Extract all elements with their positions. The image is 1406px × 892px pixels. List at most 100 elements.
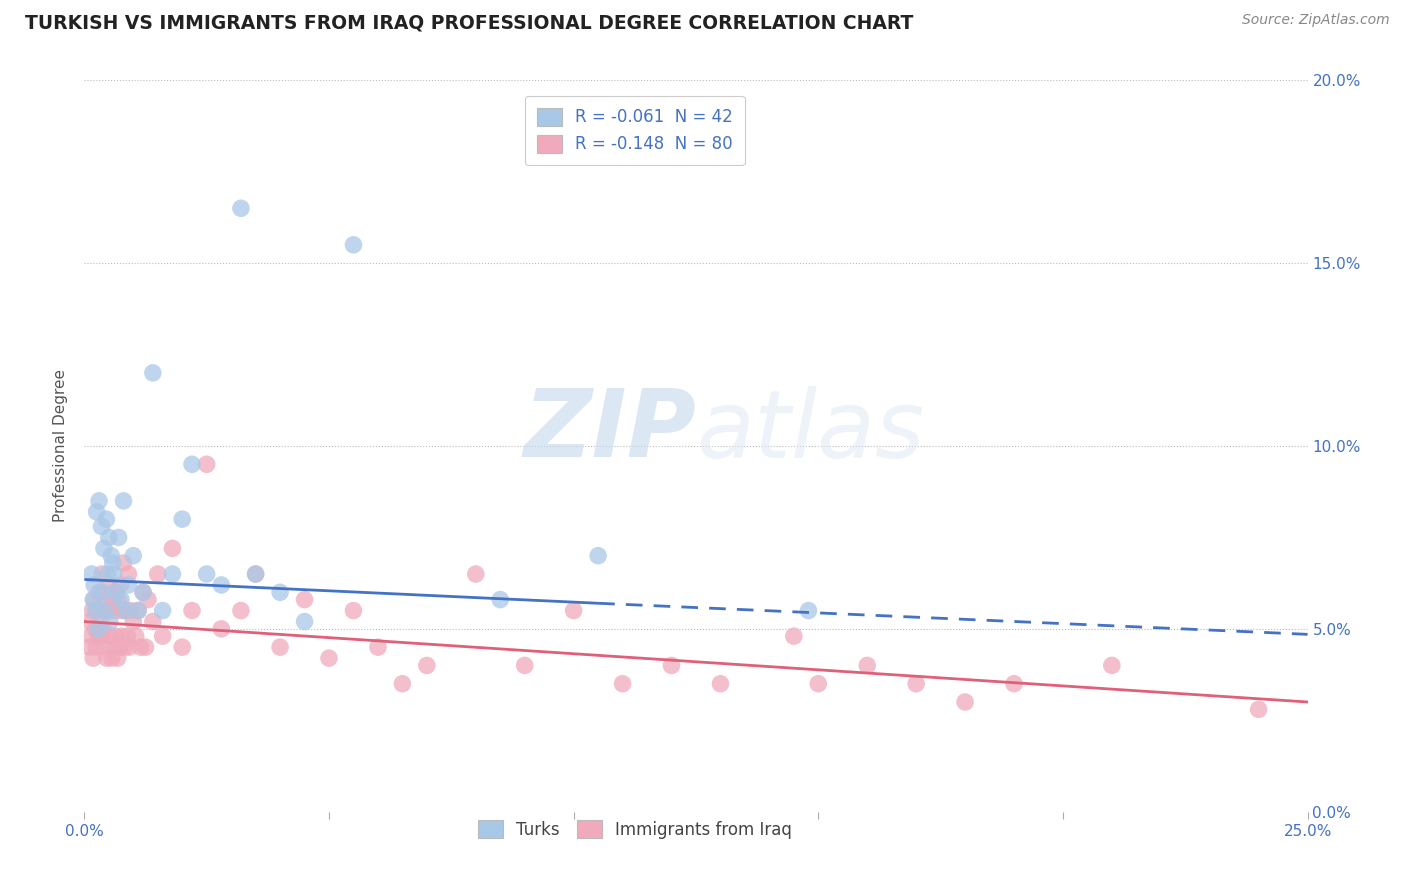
Point xyxy=(132,585,155,599)
Point xyxy=(709,676,731,690)
Point xyxy=(122,549,145,563)
Point xyxy=(464,567,486,582)
Point xyxy=(294,615,316,629)
Point xyxy=(111,603,134,617)
Point xyxy=(195,567,218,582)
Point xyxy=(136,592,159,607)
Point xyxy=(86,603,108,617)
Point xyxy=(108,640,131,655)
Point xyxy=(416,658,439,673)
Point xyxy=(84,622,107,636)
Point xyxy=(107,592,129,607)
Point xyxy=(97,603,120,617)
Point xyxy=(83,578,105,592)
Point xyxy=(114,640,136,655)
Point xyxy=(172,640,194,655)
Point xyxy=(1101,658,1123,673)
Point xyxy=(101,592,124,607)
Point xyxy=(96,512,118,526)
Point xyxy=(80,567,103,582)
Point xyxy=(146,567,169,582)
Point xyxy=(127,603,149,617)
Point xyxy=(489,592,512,607)
Point xyxy=(181,603,204,617)
Point xyxy=(93,603,115,617)
Point xyxy=(209,622,232,636)
Point xyxy=(94,640,117,655)
Point xyxy=(107,530,129,544)
Point xyxy=(91,585,114,599)
Point xyxy=(91,622,114,636)
Point xyxy=(97,578,120,592)
Point xyxy=(110,578,132,592)
Point xyxy=(82,651,104,665)
Point xyxy=(807,676,830,690)
Point xyxy=(135,640,157,655)
Point xyxy=(172,512,194,526)
Point xyxy=(112,494,135,508)
Point xyxy=(80,629,103,643)
Text: Source: ZipAtlas.com: Source: ZipAtlas.com xyxy=(1241,13,1389,28)
Point xyxy=(100,651,122,665)
Point xyxy=(105,603,128,617)
Point xyxy=(77,640,100,655)
Point xyxy=(89,615,111,629)
Point xyxy=(98,615,121,629)
Point xyxy=(79,615,101,629)
Point xyxy=(342,603,364,617)
Point xyxy=(209,578,232,592)
Point xyxy=(142,615,165,629)
Point xyxy=(97,567,120,582)
Point xyxy=(229,201,252,215)
Point xyxy=(93,541,115,556)
Text: atlas: atlas xyxy=(696,386,924,477)
Point xyxy=(84,603,107,617)
Legend: Turks, Immigrants from Iraq: Turks, Immigrants from Iraq xyxy=(470,812,800,847)
Point xyxy=(1247,702,1270,716)
Point xyxy=(905,676,928,690)
Point xyxy=(115,603,138,617)
Point xyxy=(107,651,129,665)
Point xyxy=(181,457,204,471)
Point xyxy=(90,629,112,643)
Point xyxy=(110,629,132,643)
Point xyxy=(391,676,413,690)
Point xyxy=(120,603,142,617)
Point xyxy=(91,567,114,582)
Point xyxy=(127,603,149,617)
Point xyxy=(132,585,155,599)
Text: TURKISH VS IMMIGRANTS FROM IRAQ PROFESSIONAL DEGREE CORRELATION CHART: TURKISH VS IMMIGRANTS FROM IRAQ PROFESSI… xyxy=(25,13,914,32)
Point xyxy=(513,658,536,673)
Point xyxy=(103,640,125,655)
Point xyxy=(82,603,104,617)
Point xyxy=(245,567,267,582)
Point xyxy=(797,603,820,617)
Point xyxy=(90,519,112,533)
Y-axis label: Professional Degree: Professional Degree xyxy=(53,369,69,523)
Point xyxy=(269,640,291,655)
Point xyxy=(96,651,118,665)
Point xyxy=(953,695,976,709)
Point xyxy=(97,530,120,544)
Point xyxy=(94,592,117,607)
Point xyxy=(586,549,609,563)
Point xyxy=(87,629,110,643)
Point xyxy=(1002,676,1025,690)
Point xyxy=(342,238,364,252)
Point xyxy=(152,603,174,617)
Point xyxy=(87,494,110,508)
Point xyxy=(112,556,135,570)
Point xyxy=(162,541,184,556)
Point xyxy=(100,549,122,563)
Point xyxy=(783,629,806,643)
Text: ZIP: ZIP xyxy=(523,385,696,477)
Point xyxy=(229,603,252,617)
Point xyxy=(104,585,127,599)
Point xyxy=(98,629,121,643)
Point xyxy=(110,592,132,607)
Point xyxy=(83,592,105,607)
Point xyxy=(195,457,218,471)
Point xyxy=(117,567,139,582)
Point xyxy=(162,567,184,582)
Point xyxy=(82,592,104,607)
